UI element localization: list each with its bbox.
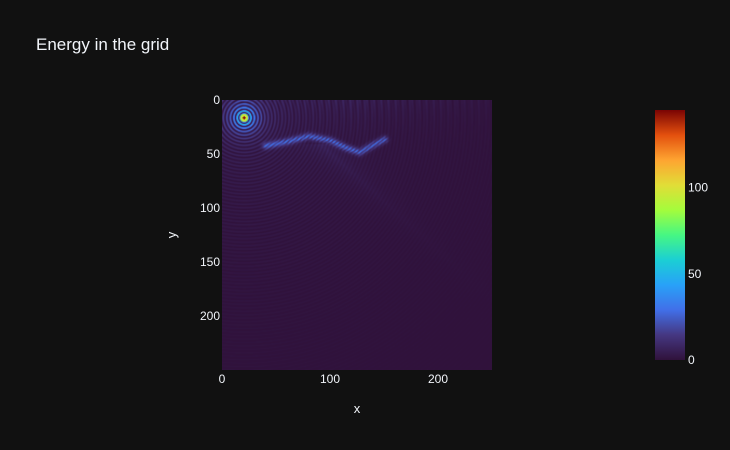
y-tick-label: 50 <box>207 147 221 161</box>
colorbar-ticks: 0 50 100 <box>688 181 708 367</box>
colorbar-tick-label: 50 <box>688 267 702 281</box>
colorbar: 0 50 100 <box>655 110 708 367</box>
x-tick-label: 0 <box>219 372 226 386</box>
colorbar-tick-label: 100 <box>688 181 708 195</box>
y-tick-label: 100 <box>200 201 220 215</box>
x-axis-label: x <box>354 401 361 416</box>
chart-title: Energy in the grid <box>36 35 169 54</box>
x-axis: 0 100 200 <box>219 372 449 386</box>
colorbar-tick-label: 0 <box>688 353 695 367</box>
y-tick-label: 0 <box>213 93 220 107</box>
y-tick-label: 150 <box>200 255 220 269</box>
y-axis-label: y <box>164 231 179 238</box>
heatmap-area[interactable] <box>222 100 492 370</box>
x-tick-label: 100 <box>320 372 340 386</box>
y-tick-label: 200 <box>200 309 220 323</box>
colorbar-gradient <box>655 110 685 360</box>
heatmap-image <box>222 100 492 370</box>
x-tick-label: 200 <box>428 372 448 386</box>
y-axis: 0 50 100 150 200 <box>200 93 220 323</box>
